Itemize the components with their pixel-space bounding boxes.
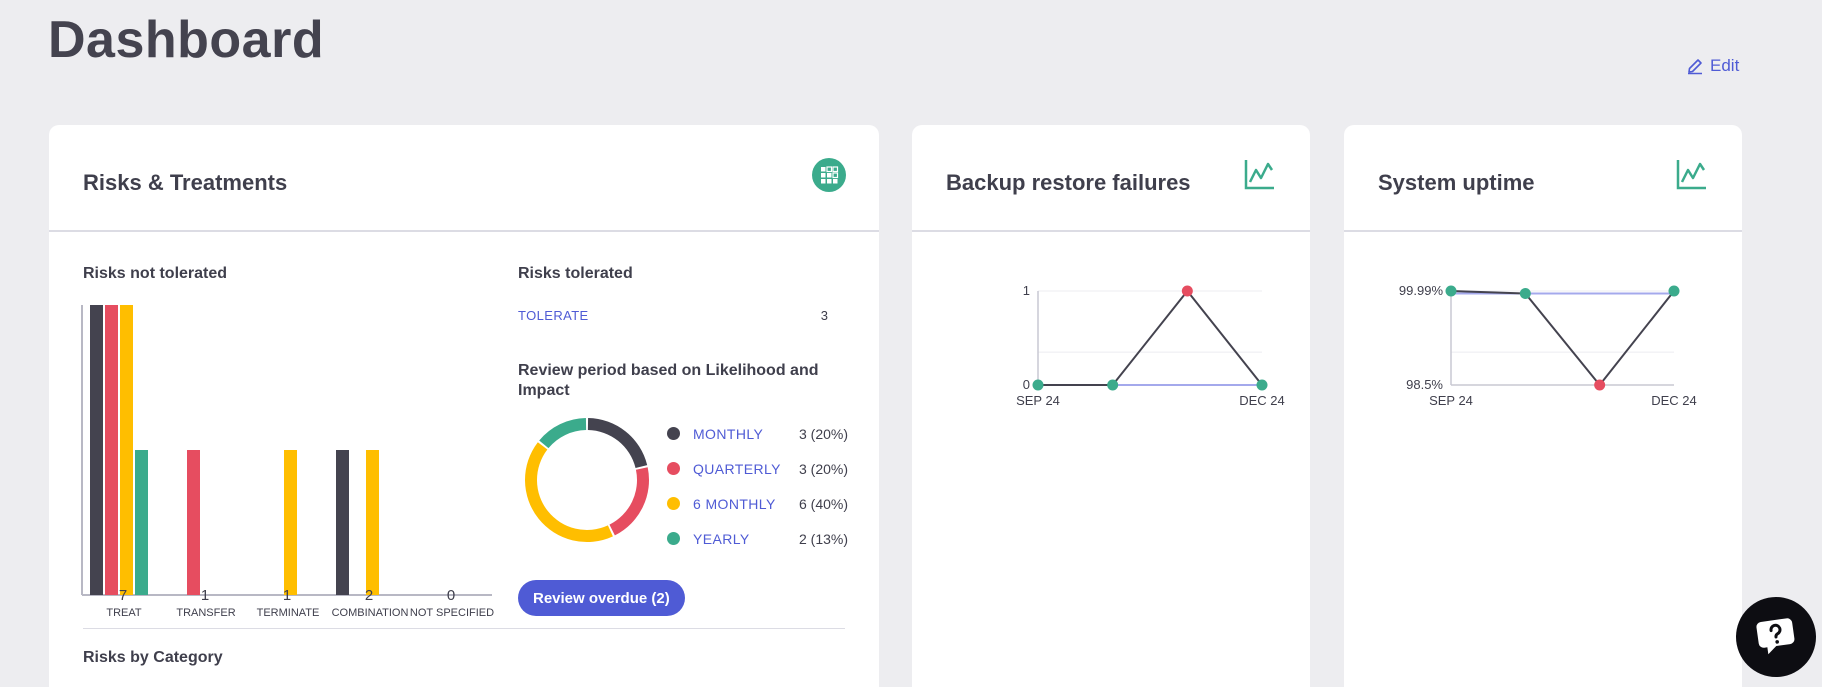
data-point bbox=[1668, 285, 1680, 297]
line-chart-icon[interactable] bbox=[1676, 158, 1708, 190]
divider bbox=[83, 628, 845, 629]
legend-value: 3 (20%) bbox=[799, 425, 849, 442]
legend-dot bbox=[667, 497, 680, 510]
legend-label[interactable]: YEARLY bbox=[693, 530, 750, 547]
category-total: 7 bbox=[118, 587, 128, 604]
legend-item-yearly[interactable]: YEARLY 2 (13%) bbox=[667, 521, 867, 556]
card-header: Backup restore failures bbox=[912, 125, 1310, 232]
data-point bbox=[1594, 379, 1606, 391]
tolerate-row[interactable]: TOLERATE 3 bbox=[518, 308, 828, 323]
x-tick-label: SEP 24 bbox=[1016, 393, 1060, 408]
bar bbox=[336, 450, 349, 595]
legend-dot bbox=[667, 462, 680, 475]
category-total: 1 bbox=[200, 587, 210, 604]
legend-label[interactable]: 6 MONTHLY bbox=[693, 495, 776, 512]
help-chat-button[interactable] bbox=[1736, 597, 1816, 677]
data-point bbox=[1181, 285, 1193, 297]
category-label: TRANSFER bbox=[176, 607, 235, 619]
category-label: NOT SPECIFIED bbox=[410, 607, 494, 619]
bar bbox=[187, 450, 200, 595]
x-tick-label: DEC 24 bbox=[1239, 393, 1285, 408]
page-title: Dashboard bbox=[48, 11, 325, 69]
y-tick-label: 99.99% bbox=[1399, 283, 1444, 298]
bar bbox=[90, 305, 103, 595]
review-period-donut bbox=[525, 418, 649, 542]
risks-treatments-card: Risks & Treatments Risks not tolerated T… bbox=[49, 125, 879, 687]
card-header: System uptime bbox=[1344, 125, 1742, 232]
bar bbox=[284, 450, 297, 595]
x-tick-label: SEP 24 bbox=[1429, 393, 1473, 408]
card-title: Backup restore failures bbox=[946, 170, 1191, 195]
y-tick-label: 98.5% bbox=[1406, 377, 1443, 392]
category-label: COMBINATION bbox=[332, 607, 409, 619]
data-point bbox=[1032, 379, 1044, 391]
legend-item-6-monthly[interactable]: 6 MONTHLY 6 (40%) bbox=[667, 486, 867, 521]
donut-slice bbox=[539, 418, 587, 449]
risks-not-tolerated-chart: TREAT TRANSFER TERMINATE COMBINATION NOT SPE… bbox=[81, 305, 494, 619]
y-tick-label: 0 bbox=[1023, 377, 1030, 392]
card-title: System uptime bbox=[1378, 170, 1535, 195]
edit-button[interactable]: Edit bbox=[1686, 56, 1739, 76]
tolerate-value: 3 bbox=[820, 308, 828, 323]
category-label: TREAT bbox=[106, 607, 142, 619]
system-uptime-card: System uptime 98.5% 99.99% SEP 24 DEC 24 bbox=[1344, 125, 1742, 687]
bar bbox=[120, 305, 133, 595]
category-total: 0 bbox=[446, 587, 456, 604]
card-title: Risks & Treatments bbox=[83, 170, 288, 195]
bar bbox=[105, 305, 118, 595]
grid-icon[interactable] bbox=[812, 158, 846, 192]
legend-item-monthly[interactable]: MONTHLY 3 (20%) bbox=[667, 416, 867, 451]
backup-restore-chart: 0 1 SEP 24 DEC 24 bbox=[1016, 283, 1285, 408]
donut-slice bbox=[525, 442, 613, 542]
card-header: Risks & Treatments bbox=[49, 125, 879, 232]
donut-slice bbox=[587, 418, 648, 469]
risks-tolerated-title: Risks tolerated bbox=[518, 265, 633, 282]
data-point bbox=[1256, 379, 1268, 391]
review-overdue-button[interactable]: Review overdue (2) bbox=[518, 580, 685, 616]
category-total: 1 bbox=[282, 587, 292, 604]
series-line bbox=[1038, 289, 1263, 386]
data-point bbox=[1445, 285, 1457, 297]
series-line bbox=[1450, 290, 1675, 387]
legend-dot bbox=[667, 427, 680, 440]
tolerate-label[interactable]: TOLERATE bbox=[518, 308, 589, 323]
line-chart-icon[interactable] bbox=[1244, 158, 1276, 190]
legend-label[interactable]: MONTHLY bbox=[693, 425, 764, 442]
review-period-title: Review period based on Likelihood and Im… bbox=[518, 362, 819, 399]
data-point bbox=[1519, 288, 1531, 300]
donut-slice bbox=[609, 467, 649, 536]
system-uptime-chart: 98.5% 99.99% SEP 24 DEC 24 bbox=[1399, 283, 1697, 408]
review-period-legend: MONTHLY 3 (20%) QUARTERLY 3 (20%) 6 MONT… bbox=[667, 416, 867, 556]
legend-value: 3 (20%) bbox=[799, 460, 849, 477]
legend-item-quarterly[interactable]: QUARTERLY 3 (20%) bbox=[667, 451, 867, 486]
legend-value: 6 (40%) bbox=[799, 495, 849, 512]
backup-restore-failures-card: Backup restore failures 0 1 SEP 24 DEC 24 bbox=[912, 125, 1310, 687]
category-label: TERMINATE bbox=[257, 607, 320, 619]
bar bbox=[135, 450, 148, 595]
data-point bbox=[1107, 379, 1119, 391]
category-total: 2 bbox=[364, 587, 374, 604]
risks-by-category-title: Risks by Category bbox=[83, 649, 223, 666]
pencil-icon bbox=[1688, 59, 1702, 75]
x-tick-label: DEC 24 bbox=[1651, 393, 1697, 408]
help-chat-icon bbox=[1756, 618, 1795, 655]
edit-label: Edit bbox=[1710, 56, 1740, 75]
bar bbox=[366, 450, 379, 595]
y-tick-label: 1 bbox=[1023, 283, 1030, 298]
legend-dot bbox=[667, 532, 680, 545]
legend-value: 2 (13%) bbox=[799, 530, 849, 547]
risks-not-tolerated-title: Risks not tolerated bbox=[83, 265, 228, 282]
legend-label[interactable]: QUARTERLY bbox=[693, 460, 781, 477]
